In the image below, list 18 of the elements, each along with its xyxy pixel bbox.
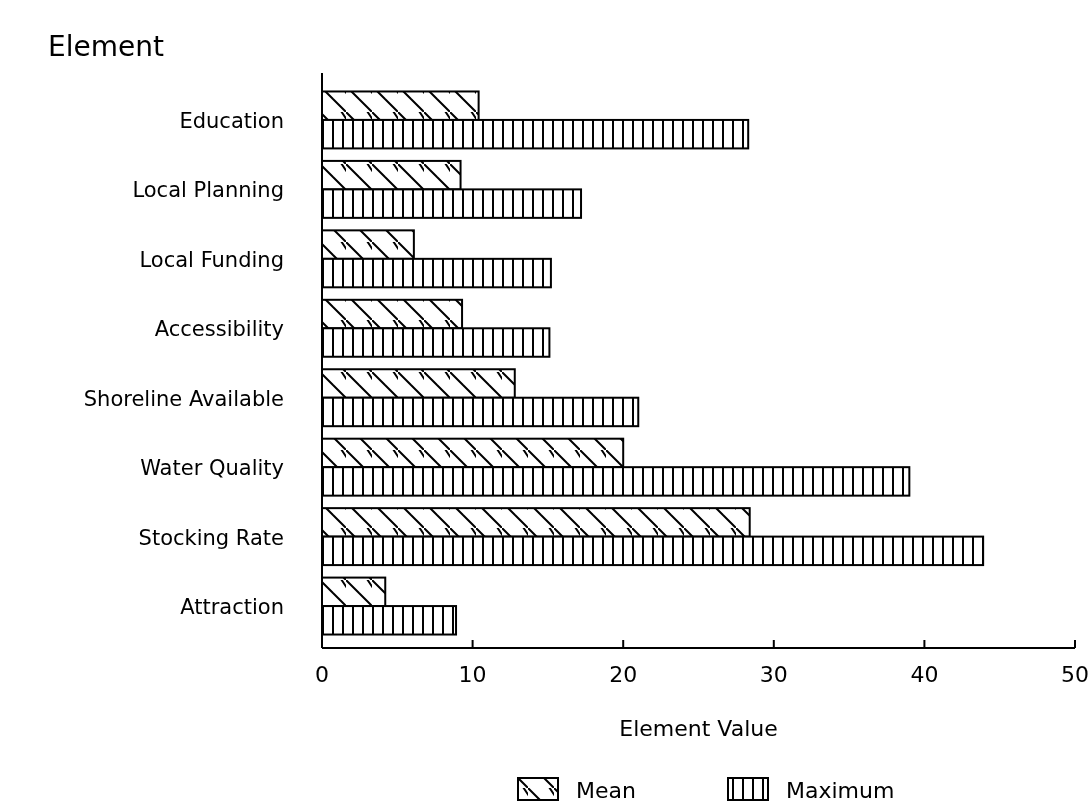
x-tick-label: 10 [458,662,487,687]
y-tick-label: Accessibility [154,317,284,342]
x-axis-title: Element Value [619,716,778,741]
x-tick-label: 0 [315,662,329,687]
legend-label: Mean [576,778,636,803]
y-tick-label: Attraction [180,595,284,620]
y-tick-label: Local Funding [139,247,284,272]
y-tick-label: Local Planning [132,178,284,203]
y-tick-label: Shoreline Available [83,386,284,411]
x-tick-label: 20 [609,662,638,687]
x-tick-label: 40 [910,662,939,687]
y-axis-title: Element [48,30,164,63]
y-tick-label: Water Quality [140,456,284,481]
x-tick-label: 30 [759,662,788,687]
legend-label: Maximum [786,778,895,803]
y-tick-label: Stocking Rate [138,525,284,550]
y-tick-label: Education [179,108,284,133]
x-tick-label: 50 [1061,662,1089,687]
